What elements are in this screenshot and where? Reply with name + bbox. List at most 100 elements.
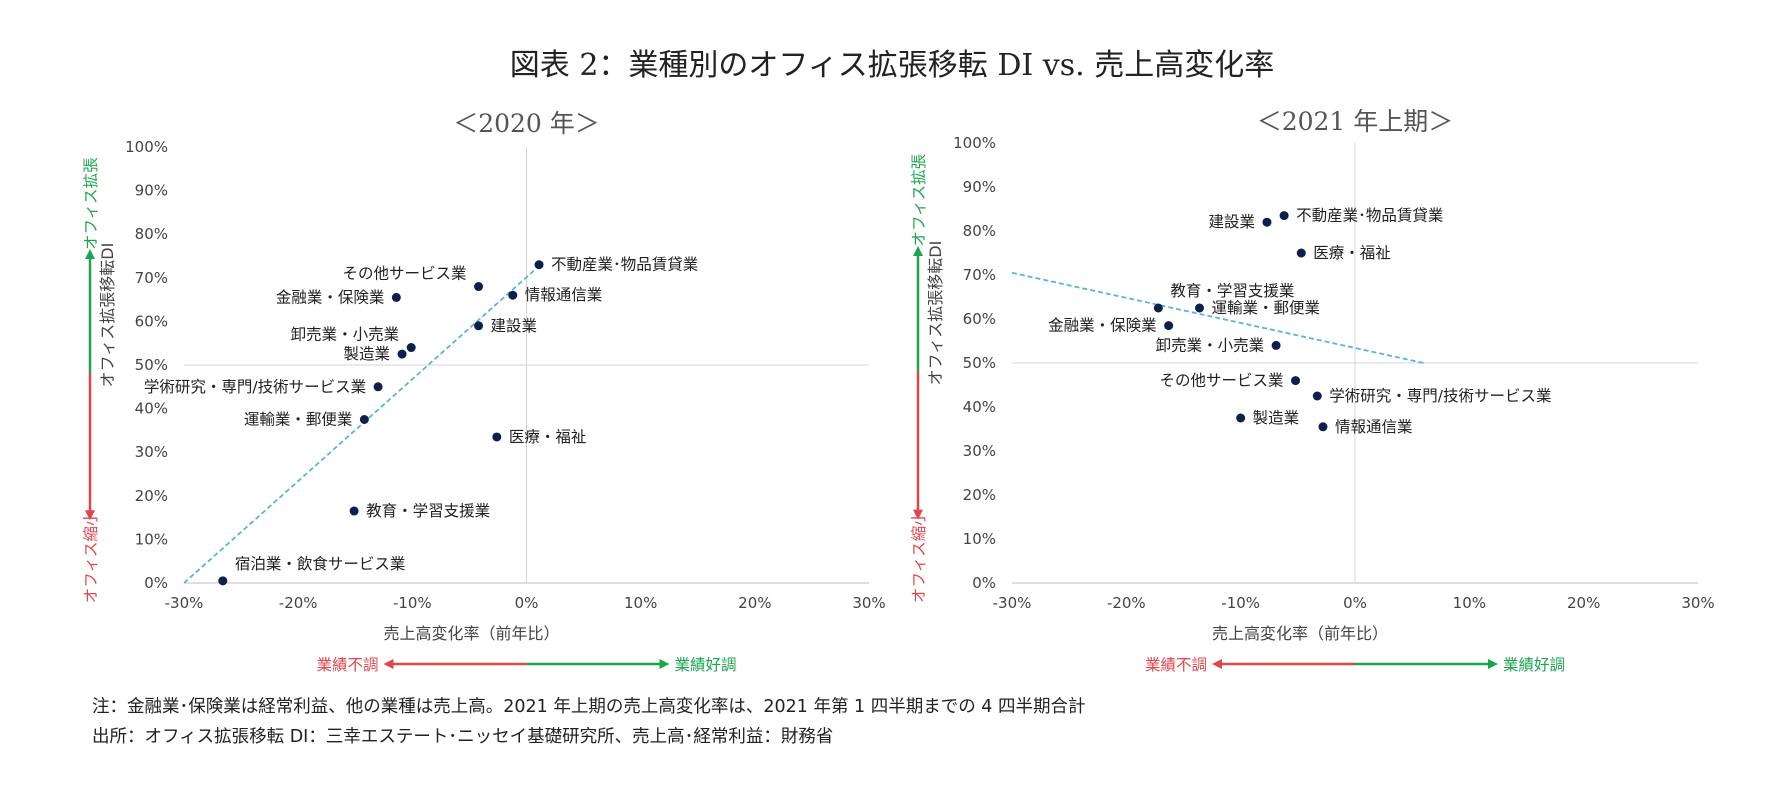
notes: 注：金融業･保険業は経常利益、他の業種は売上高。2021 年上期の売上高変化率は… [92,692,1085,752]
data-point [1296,248,1306,258]
data-label: 金融業・保険業 [1048,317,1157,335]
data-label: 卸売業・小売業 [1156,336,1265,354]
data-point [1195,303,1205,313]
y-tick-label: 70% [963,266,996,284]
data-point [492,432,502,442]
trendline [183,268,537,584]
data-label: 金融業・保険業 [276,288,385,306]
y-tick-label: 0% [144,574,168,592]
data-label: その他サービス業 [1160,372,1284,390]
data-point [349,506,359,516]
y-tick-label: 80% [135,225,168,243]
y-tick-label: 50% [963,354,996,372]
data-point [406,343,416,353]
x-tick-label: -30% [993,594,1032,612]
y-tick-label: 30% [963,442,996,460]
y-tick-label: 100% [125,138,168,156]
y-tick-label: 10% [135,530,168,548]
data-label: その他サービス業 [343,265,467,283]
data-point [1291,376,1301,386]
performance-good-label: 業績好調 [1503,656,1565,674]
data-label: 情報通信業 [1335,418,1413,436]
data-point [1164,321,1174,331]
chart-title: ＜2021 年上期＞ [1257,107,1454,136]
x-tick-label: -10% [1221,594,1260,612]
data-point [1279,211,1289,221]
data-point [1236,413,1246,423]
data-label: 宿泊業・飲食サービス業 [235,555,406,573]
data-point [1312,391,1322,401]
y-tick-label: 40% [135,400,168,418]
data-label: 医療・福祉 [509,428,587,446]
x-tick-label: 30% [852,594,885,612]
data-point [1262,217,1272,227]
data-point [218,576,228,586]
data-point [474,282,484,292]
y-tick-label: 100% [953,134,996,152]
data-label: 学術研究・専門/技術サービス業 [1329,387,1551,405]
data-point [1271,340,1281,350]
data-label: 情報通信業 [525,286,603,304]
x-tick-label: 20% [1567,594,1600,612]
x-axis-title: 売上高変化率（前年比） [383,624,559,643]
x-tick-label: -30% [165,594,204,612]
y-tick-label: 30% [135,443,168,461]
data-label: 製造業 [1253,409,1300,427]
data-label: 不動産業･物品賃貸業 [1296,207,1443,225]
x-tick-label: 10% [1453,594,1486,612]
data-label: 医療・福祉 [1313,244,1391,262]
data-label: 学術研究・専門/技術サービス業 [144,378,366,396]
x-tick-label: -10% [393,594,432,612]
x-tick-label: 10% [624,594,657,612]
x-tick-label: 20% [738,594,771,612]
y-tick-label: 90% [963,178,996,196]
data-point [1318,422,1328,432]
data-label: 教育・学習支援業 [1170,282,1294,300]
y-tick-label: 90% [135,182,168,200]
data-label: 建設業 [491,317,538,335]
data-point [508,290,518,300]
y-tick-label: 0% [972,574,996,592]
data-label: 運輸業・郵便業 [244,411,353,429]
data-label: 運輸業・郵便業 [1212,299,1321,317]
x-tick-label: 0% [1343,594,1367,612]
data-point [359,415,369,424]
expand-label: オフィス拡張 [910,154,928,247]
data-point [373,382,383,392]
x-tick-label: 0% [515,594,539,612]
x-tick-label: -20% [279,594,318,612]
y-tick-label: 70% [135,269,168,287]
data-point [391,292,401,302]
performance-bad-label: 業績不調 [316,656,378,674]
data-label: 卸売業・小売業 [291,326,400,344]
y-tick-label: 60% [963,310,996,328]
performance-bad-label: 業績不調 [1145,656,1207,674]
chart-2020: ＜2020 年＞ 0% 10% 20% 30% 40% 50% 60% 70% 80% 90% 100… [82,109,886,674]
y-tick-label: 60% [135,312,168,330]
shrink-label: オフィス縮小 [910,510,928,603]
y-tick-label: 20% [963,486,996,504]
data-point [474,321,484,331]
y-tick-label: 40% [963,398,996,416]
source-line: 出所：オフィス拡張移転 DI：三幸エステート･ニッセイ基礎研究所、売上高･経常利… [92,727,834,747]
data-point [397,349,407,359]
figure-title: 図表 2：業種別のオフィス拡張移転 DI vs. 売上高変化率 [509,48,1275,83]
trendline [1011,271,1424,364]
data-label: 製造業 [344,345,391,363]
expand-label: オフィス拡張 [82,157,100,250]
shrink-label: オフィス縮小 [82,510,100,603]
data-label: 建設業 [1208,213,1255,231]
data-point [1153,303,1163,313]
y-axis-title: オフィス拡張移転DI [98,243,117,388]
chart-2021-h1: ＜2021 年上期＞ 0% 10% 20% 30% 40% 50% 60% 70% 80% 90% 1… [910,107,1715,674]
x-axis-title: 売上高変化率（前年比） [1212,624,1388,643]
x-tick-label: -20% [1107,594,1146,612]
data-point [534,260,544,270]
y-tick-label: 80% [963,222,996,240]
x-tick-label: 30% [1681,594,1714,612]
chart-title: ＜2020 年＞ [453,109,600,138]
data-label: 教育・学習支援業 [366,502,490,520]
y-tick-label: 50% [135,356,168,374]
y-tick-label: 10% [963,530,996,548]
